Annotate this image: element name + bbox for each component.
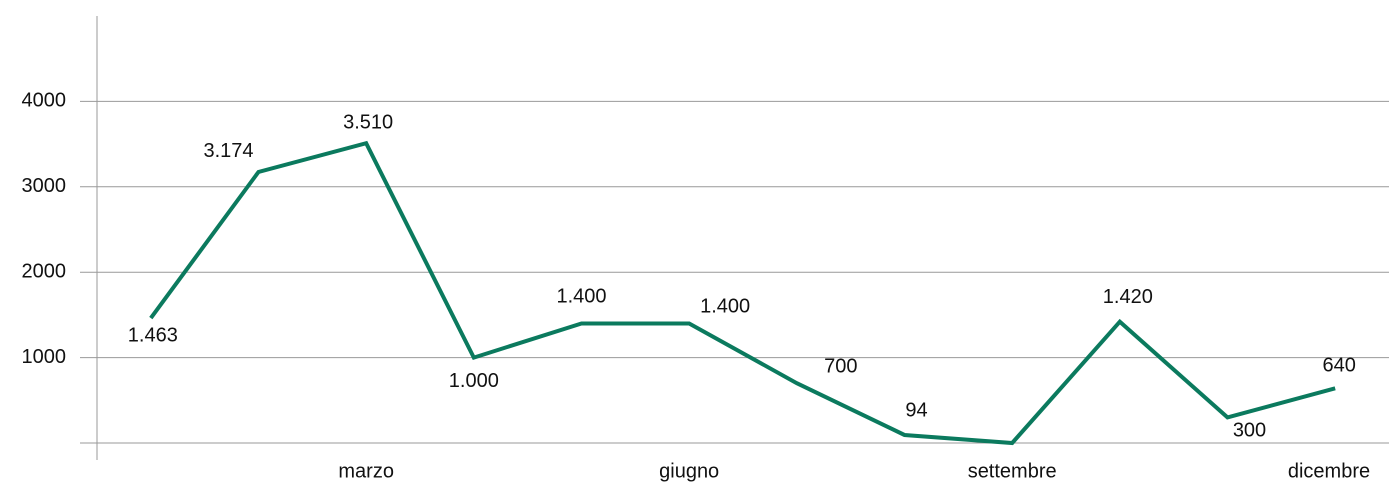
y-tick-label: 4000 bbox=[22, 90, 67, 112]
x-tick-label: giugno bbox=[659, 460, 719, 482]
data-label: 3.174 bbox=[203, 140, 253, 162]
data-label: 94 bbox=[905, 399, 927, 421]
data-label: 1.420 bbox=[1103, 286, 1153, 308]
data-label: 1.000 bbox=[449, 370, 499, 392]
y-tick-label: 3000 bbox=[22, 175, 67, 197]
x-tick-label: dicembre bbox=[1288, 460, 1370, 482]
data-label: 1.400 bbox=[556, 286, 606, 308]
data-label: 3.510 bbox=[343, 112, 393, 134]
data-label: 1.400 bbox=[700, 296, 750, 318]
x-tick-label: marzo bbox=[338, 460, 394, 482]
data-label: 1.463 bbox=[128, 324, 178, 346]
line bbox=[149, 140, 1336, 446]
data-label: 300 bbox=[1233, 420, 1266, 442]
data-label: 640 bbox=[1322, 355, 1355, 377]
x-tick-label: settembre bbox=[968, 460, 1057, 482]
data-label: 700 bbox=[824, 356, 857, 378]
y-tick-label: 2000 bbox=[22, 260, 67, 282]
y-tick-label: 1000 bbox=[22, 346, 67, 368]
